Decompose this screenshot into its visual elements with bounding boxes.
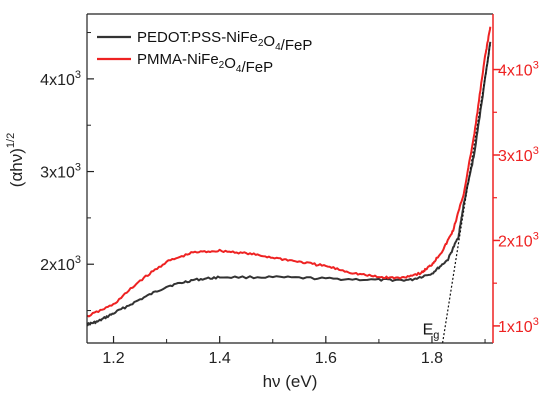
y-right-tick-label: 3x103 (498, 145, 539, 165)
y-right-tick-label: 2x103 (498, 230, 539, 250)
x-tick-label: 1.4 (209, 350, 231, 367)
x-tick-label: 1.8 (421, 350, 443, 367)
legend-label-2: PMMA-NiFe2O4/FeP (137, 51, 273, 76)
x-tick-label: 1.6 (315, 350, 337, 367)
series-line-2 (87, 26, 492, 318)
axis-labels: hν (eV) (αhν)1/2 Eg (5, 133, 439, 391)
y-left-tick-label: 2x103 (40, 254, 81, 274)
tangent-line (441, 43, 491, 343)
y-right-tick-label: 4x103 (498, 60, 539, 80)
eg-annotation: Eg (423, 321, 440, 341)
y-right-tick-label: 1x103 (498, 316, 539, 336)
axes: 1.2 1.4 1.6 1.8 2x103 3x103 4x103 1x103 2x103 3x1… (40, 13, 539, 367)
y-left-tick-label: 3x103 (40, 162, 81, 182)
legend-label-1: PEDOT:PSS-NiFe2O4/FeP (137, 29, 312, 54)
y-left-tick-label: 4x103 (40, 69, 81, 89)
x-axis-title: hν (eV) (263, 372, 318, 391)
plot-area (87, 26, 492, 343)
y-axis-title: (αhν)1/2 (5, 133, 26, 187)
series-line-1 (87, 41, 492, 327)
x-tick-label: 1.2 (102, 350, 124, 367)
